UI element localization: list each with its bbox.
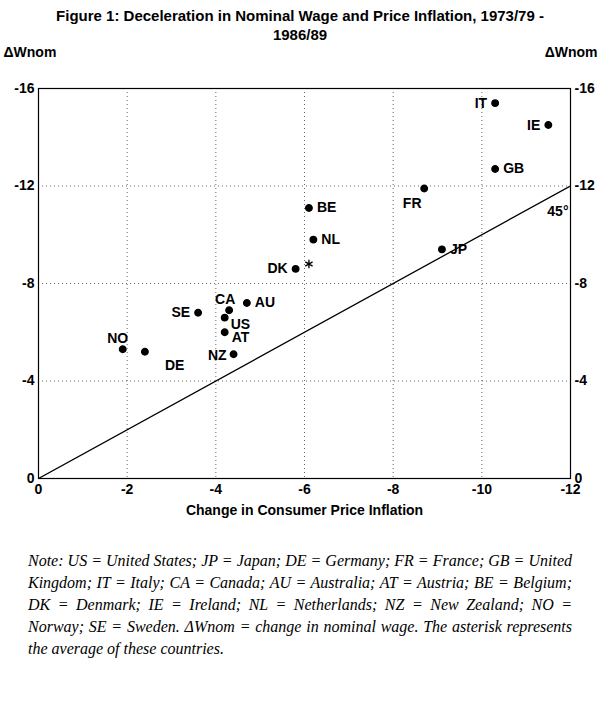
svg-text:-8: -8: [387, 481, 400, 497]
svg-text:-10: -10: [472, 481, 492, 497]
svg-text:ΔWnom: ΔWnom: [545, 44, 598, 60]
svg-text:NL: NL: [321, 231, 340, 247]
svg-text:ΔWnom: ΔWnom: [4, 44, 57, 60]
svg-text:-16: -16: [14, 80, 34, 96]
svg-text:0: 0: [35, 481, 43, 497]
svg-text:-6: -6: [298, 481, 311, 497]
svg-text:US: US: [230, 316, 251, 333]
svg-text:FR: FR: [403, 195, 422, 211]
svg-text:-16: -16: [575, 80, 595, 96]
svg-text:CA: CA: [215, 291, 235, 307]
svg-text:-4: -4: [575, 372, 588, 388]
svg-text:SE: SE: [171, 304, 190, 320]
svg-text:-8: -8: [22, 275, 35, 291]
svg-text:GB: GB: [503, 160, 524, 176]
svg-text:IT: IT: [475, 95, 488, 111]
svg-text:-4: -4: [210, 481, 223, 497]
svg-text:BE: BE: [317, 199, 336, 215]
svg-text:AU: AU: [255, 294, 275, 310]
svg-text:IE: IE: [527, 117, 540, 133]
svg-text:45°: 45°: [547, 203, 568, 219]
svg-text:0: 0: [575, 470, 583, 486]
svg-text:DK: DK: [267, 260, 287, 276]
svg-text:NZ: NZ: [208, 347, 227, 363]
svg-text:JP: JP: [450, 241, 467, 257]
svg-text:-12: -12: [575, 177, 595, 193]
svg-text:Change in Consumer Price Infla: Change in Consumer Price Inflation: [186, 502, 423, 518]
html-text:Note: US = United States; JP =: Note: US = United States; JP = Japan; DE…: [28, 552, 572, 657]
svg-text:NO: NO: [107, 330, 128, 346]
html-text:Figure 1: Deceleration in Nomi: Figure 1: Deceleration in Nominal Wage a…: [56, 7, 544, 43]
svg-text:-8: -8: [575, 275, 588, 291]
svg-text:AT: AT: [232, 329, 250, 345]
svg-text:-12: -12: [560, 481, 581, 498]
svg-text:-4: -4: [22, 372, 35, 388]
svg-text:0: 0: [27, 470, 35, 486]
svg-text:-2: -2: [121, 481, 134, 497]
svg-text:-12: -12: [14, 177, 34, 193]
svg-text:DE: DE: [165, 357, 184, 373]
